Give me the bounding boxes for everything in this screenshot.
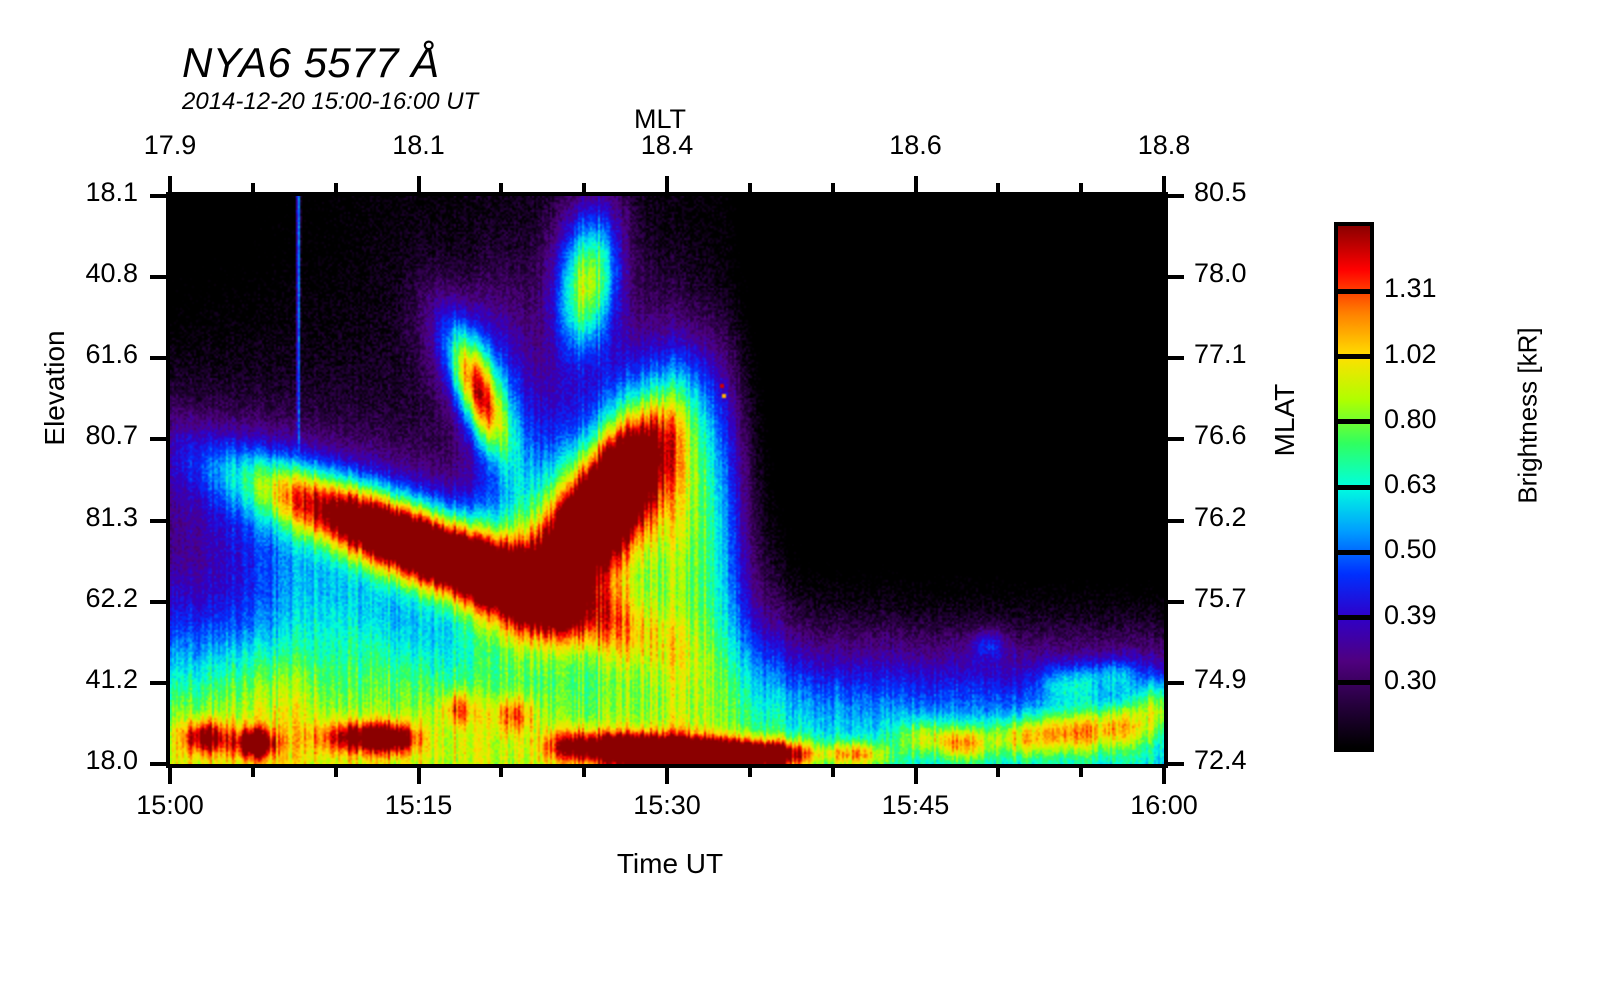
tick-top-minor-0-1	[250, 183, 255, 194]
colorbar-tick-label-0: 1.31	[1384, 273, 1437, 304]
tick-top-minor-1-1	[499, 183, 504, 194]
tick-left-7	[150, 762, 170, 766]
top-tick-label-4: 18.8	[1137, 130, 1191, 160]
colorbar-tick-label-6: 0.30	[1384, 664, 1437, 695]
tick-top-major-2	[665, 176, 669, 194]
tick-left-2	[150, 356, 170, 361]
tick-right-7	[1164, 762, 1184, 766]
colorbar-tick-label-5: 0.39	[1384, 599, 1437, 630]
tick-right-4	[1164, 518, 1184, 523]
left-tick-label-6: 41.2	[85, 663, 138, 694]
top-axis-title: MLT	[634, 104, 686, 134]
tick-top-minor-0-2	[333, 183, 338, 194]
left-tick-label-2: 61.6	[85, 339, 138, 370]
tick-bottom-minor-0-1	[250, 766, 255, 777]
left-tick-label-0: 18.1	[85, 177, 138, 207]
page-subtitle: 2014-12-20 15:00-16:00 UT	[182, 88, 479, 115]
colorbar-divider-0	[1334, 288, 1374, 294]
top-tick-label-3: 18.6	[889, 130, 942, 160]
tick-right-2	[1164, 356, 1184, 361]
tick-top-major-3	[913, 176, 918, 194]
right-tick-label-0: 80.5	[1194, 177, 1247, 207]
right-tick-label-2: 77.1	[1194, 339, 1247, 370]
left-tick-label-1: 40.8	[85, 258, 138, 289]
colorbar-divider-1	[1334, 354, 1374, 359]
tick-top-minor-2-2	[830, 183, 835, 194]
tick-right-3	[1164, 437, 1184, 442]
bottom-tick-label-2: 15:30	[633, 790, 701, 820]
tick-bottom-minor-0-2	[333, 766, 338, 777]
keogram-plot-area	[166, 192, 1168, 768]
tick-bottom-major-2	[665, 766, 669, 784]
tick-bottom-minor-1-2	[582, 766, 587, 777]
tick-right-1	[1164, 275, 1184, 280]
tick-bottom-minor-3-1	[996, 766, 1001, 777]
tick-left-0	[150, 194, 170, 198]
tick-top-minor-2-1	[747, 183, 752, 194]
colorbar-title: Brightness [kR]	[1512, 327, 1543, 504]
colorbar-divider-3	[1334, 484, 1374, 490]
colorbar-tick-label-1: 1.02	[1384, 338, 1437, 369]
tick-left-1	[150, 275, 170, 280]
left-tick-label-5: 62.2	[85, 582, 138, 613]
tick-bottom-minor-2-2	[830, 766, 835, 777]
tick-bottom-major-1	[416, 766, 421, 784]
tick-top-minor-3-1	[996, 183, 1001, 194]
tick-bottom-major-0	[168, 766, 172, 784]
colorbar-divider-5	[1334, 615, 1374, 620]
tick-left-5	[150, 599, 170, 604]
colorbar-divider-6	[1334, 680, 1374, 686]
bottom-tick-label-1: 15:15	[384, 790, 453, 820]
bottom-axis-title: Time UT	[616, 848, 724, 879]
colorbar-tick-label-2: 0.80	[1384, 403, 1437, 434]
bottom-tick-label-3: 15:45	[881, 790, 950, 820]
tick-bottom-minor-3-2	[1079, 766, 1084, 777]
tick-right-0	[1164, 194, 1184, 198]
tick-right-5	[1164, 599, 1184, 604]
bottom-tick-label-4: 16:00	[1130, 790, 1198, 820]
tick-left-6	[150, 680, 170, 685]
right-tick-label-6: 74.9	[1194, 663, 1247, 694]
right-tick-label-5: 75.7	[1194, 582, 1247, 613]
tick-top-minor-3-2	[1079, 183, 1084, 194]
bottom-tick-label-0: 15:00	[136, 790, 204, 820]
page-title: NYA6 5577 Å	[182, 39, 440, 86]
tick-bottom-major-4	[1162, 766, 1166, 784]
colorbar-divider-4	[1334, 549, 1374, 555]
left-tick-label-3: 80.7	[85, 420, 138, 451]
tick-left-3	[150, 437, 170, 442]
colorbar-tick-label-3: 0.63	[1384, 469, 1437, 499]
tick-left-4	[150, 518, 170, 523]
tick-top-major-4	[1162, 176, 1166, 194]
left-tick-label-7: 18.0	[85, 745, 138, 775]
right-tick-label-3: 76.6	[1194, 420, 1247, 451]
right-tick-label-1: 78.0	[1194, 258, 1247, 289]
tick-bottom-minor-1-1	[499, 766, 504, 777]
tick-bottom-minor-2-1	[747, 766, 752, 777]
left-tick-label-4: 81.3	[85, 501, 138, 532]
right-tick-label-7: 72.4	[1194, 745, 1247, 775]
colorbar-divider-2	[1334, 419, 1374, 425]
tick-top-major-1	[416, 176, 421, 194]
keogram-image	[170, 196, 1164, 764]
top-tick-label-1: 18.1	[392, 130, 445, 160]
tick-right-6	[1164, 680, 1184, 685]
left-axis-title: Elevation	[39, 330, 70, 446]
top-tick-label-2: 18.4	[640, 130, 694, 160]
tick-bottom-major-3	[913, 766, 918, 784]
tick-top-major-0	[168, 176, 172, 194]
tick-top-minor-1-2	[582, 183, 587, 194]
top-tick-label-0: 17.9	[143, 130, 197, 160]
colorbar-tick-label-4: 0.50	[1384, 534, 1437, 565]
title-block: NYA6 5577 Å 2014-12-20 15:00-16:00 UT	[182, 42, 478, 114]
right-tick-label-4: 76.2	[1194, 501, 1247, 532]
